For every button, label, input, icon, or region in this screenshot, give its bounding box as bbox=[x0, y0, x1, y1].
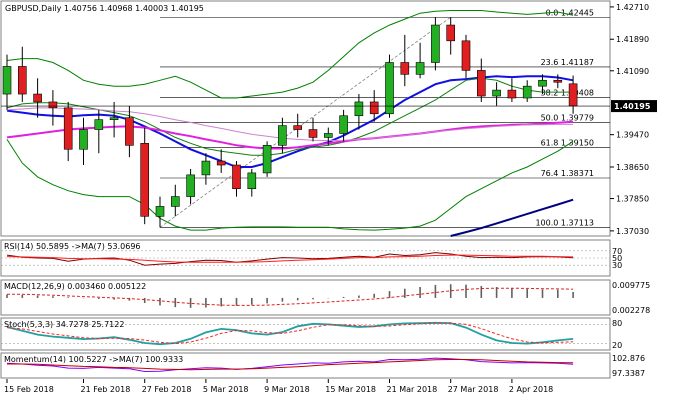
current-price-box bbox=[611, 100, 657, 113]
fib-level-label: 0.0 1.42445 bbox=[546, 8, 594, 17]
rsi-level-label: 30 bbox=[612, 261, 622, 270]
x-tick-label: 15 Feb 2018 bbox=[4, 385, 54, 394]
candle-bull bbox=[109, 117, 119, 120]
current-price-label: 1.40195 bbox=[614, 102, 651, 111]
macd-signal-line bbox=[6, 287, 574, 306]
candle-bear bbox=[63, 107, 73, 150]
x-tick-label: 5 Mar 2018 bbox=[203, 385, 249, 394]
x-tick-label: 9 Mar 2018 bbox=[264, 385, 310, 394]
candle-bull bbox=[94, 119, 104, 130]
x-tick-label: 21 Mar 2018 bbox=[387, 385, 438, 394]
candle-bull bbox=[247, 172, 257, 189]
candle-bull bbox=[155, 206, 165, 217]
band-lower-line bbox=[6, 139, 574, 231]
candle-bear bbox=[140, 143, 149, 217]
momentum-series-line bbox=[6, 357, 574, 373]
x-tick-label: 21 Feb 2018 bbox=[81, 385, 131, 394]
candle-bull bbox=[492, 89, 501, 97]
momentum-tick-bottom: 97.3387 bbox=[612, 369, 645, 378]
fib-level-label: 23.6 1.41187 bbox=[541, 58, 594, 67]
candle-bull bbox=[354, 101, 364, 117]
candle-bear bbox=[308, 129, 318, 138]
candle-bull bbox=[522, 85, 532, 99]
y-tick-label: 1.39470 bbox=[616, 131, 649, 140]
ma-violet-line bbox=[6, 107, 574, 142]
x-tick-label: 27 Mar 2018 bbox=[448, 385, 499, 394]
macd-label: MACD(12,26,9) 0.003460 0.005122 bbox=[4, 282, 146, 291]
stoch-series-line bbox=[6, 322, 574, 345]
stoch-pane-frame bbox=[0, 317, 611, 351]
rsi-label: RSI(14) 50.5895 ->MA(7) 53.0696 bbox=[4, 242, 141, 251]
rsi-level-label: 50 bbox=[612, 254, 622, 263]
candle-bear bbox=[33, 93, 42, 103]
rsi-level-label: 70 bbox=[612, 247, 622, 256]
candle-bear bbox=[568, 83, 578, 107]
candle-bull bbox=[385, 62, 394, 115]
y-tick-label: 1.37850 bbox=[616, 195, 649, 204]
candle-bear bbox=[553, 79, 563, 83]
y-tick-label: 1.37030 bbox=[616, 227, 649, 236]
y-tick-label: 1.41090 bbox=[616, 67, 649, 76]
macd-tick-bottom: 0.002278 bbox=[612, 306, 650, 315]
candle-bull bbox=[538, 79, 547, 87]
candle-bear bbox=[293, 125, 303, 130]
stoch-tick-bottom: 20 bbox=[612, 341, 622, 350]
x-tick-label: 15 Mar 2018 bbox=[325, 385, 376, 394]
band-upper-line bbox=[6, 10, 574, 99]
candle-bull bbox=[262, 145, 272, 174]
candle-bear bbox=[232, 164, 241, 189]
momentum-series-line bbox=[7, 359, 574, 371]
stoch-label: Stoch(5,3,3) 34.7278 25.7122 bbox=[4, 320, 124, 329]
candle-bear bbox=[216, 160, 226, 166]
x-tick-label: 27 Feb 2018 bbox=[142, 385, 192, 394]
candle-bear bbox=[17, 66, 27, 95]
candle-bear bbox=[48, 101, 58, 109]
x-tick-label: 2 Apr 2018 bbox=[509, 385, 553, 394]
momentum-pane-frame bbox=[0, 352, 611, 379]
fib-level-label: 50.0 1.39779 bbox=[541, 113, 594, 122]
candle-bull bbox=[431, 24, 440, 63]
momentum-tick-top: 102.876 bbox=[612, 354, 645, 363]
fib-level-label: 100.0 1.37113 bbox=[535, 219, 594, 228]
candle-bull bbox=[171, 196, 180, 207]
candle-bull bbox=[2, 66, 12, 95]
candle-bear bbox=[507, 89, 517, 99]
candle-bull bbox=[339, 115, 348, 134]
candle-bull bbox=[415, 62, 425, 75]
symbol-header: GBPUSD,Daily 1.40756 1.40968 1.40003 1.4… bbox=[5, 4, 204, 13]
y-tick-label: 1.38650 bbox=[616, 163, 649, 172]
macd-tick-top: 0.009775 bbox=[612, 281, 650, 290]
candle-bear bbox=[476, 70, 486, 97]
momentum-label: Momentum(14) 100.5227 ->MA(7) 100.9333 bbox=[4, 355, 183, 364]
stoch-tick-top: 80 bbox=[612, 319, 622, 328]
main-pane-frame bbox=[0, 0, 611, 237]
candle-bull bbox=[201, 160, 211, 176]
candle-bear bbox=[461, 40, 471, 71]
rsi-series-line bbox=[6, 254, 574, 263]
trend-navy-line bbox=[450, 198, 574, 237]
candle-bull bbox=[186, 174, 195, 197]
candle-bear bbox=[369, 101, 379, 115]
candle-bear bbox=[400, 62, 410, 75]
candle-bear bbox=[125, 117, 134, 146]
candle-bear bbox=[446, 24, 456, 42]
fib-level-label: 76.4 1.38371 bbox=[541, 169, 594, 178]
candle-bull bbox=[79, 129, 88, 150]
fib-level-label: 38.2 1.40408 bbox=[541, 89, 594, 98]
fib-level-label: 61.8 1.39150 bbox=[541, 138, 594, 147]
y-tick-label: 1.41890 bbox=[616, 35, 649, 44]
candle-bull bbox=[323, 133, 333, 138]
y-tick-label: 1.42710 bbox=[616, 3, 649, 12]
candle-bull bbox=[278, 125, 287, 146]
